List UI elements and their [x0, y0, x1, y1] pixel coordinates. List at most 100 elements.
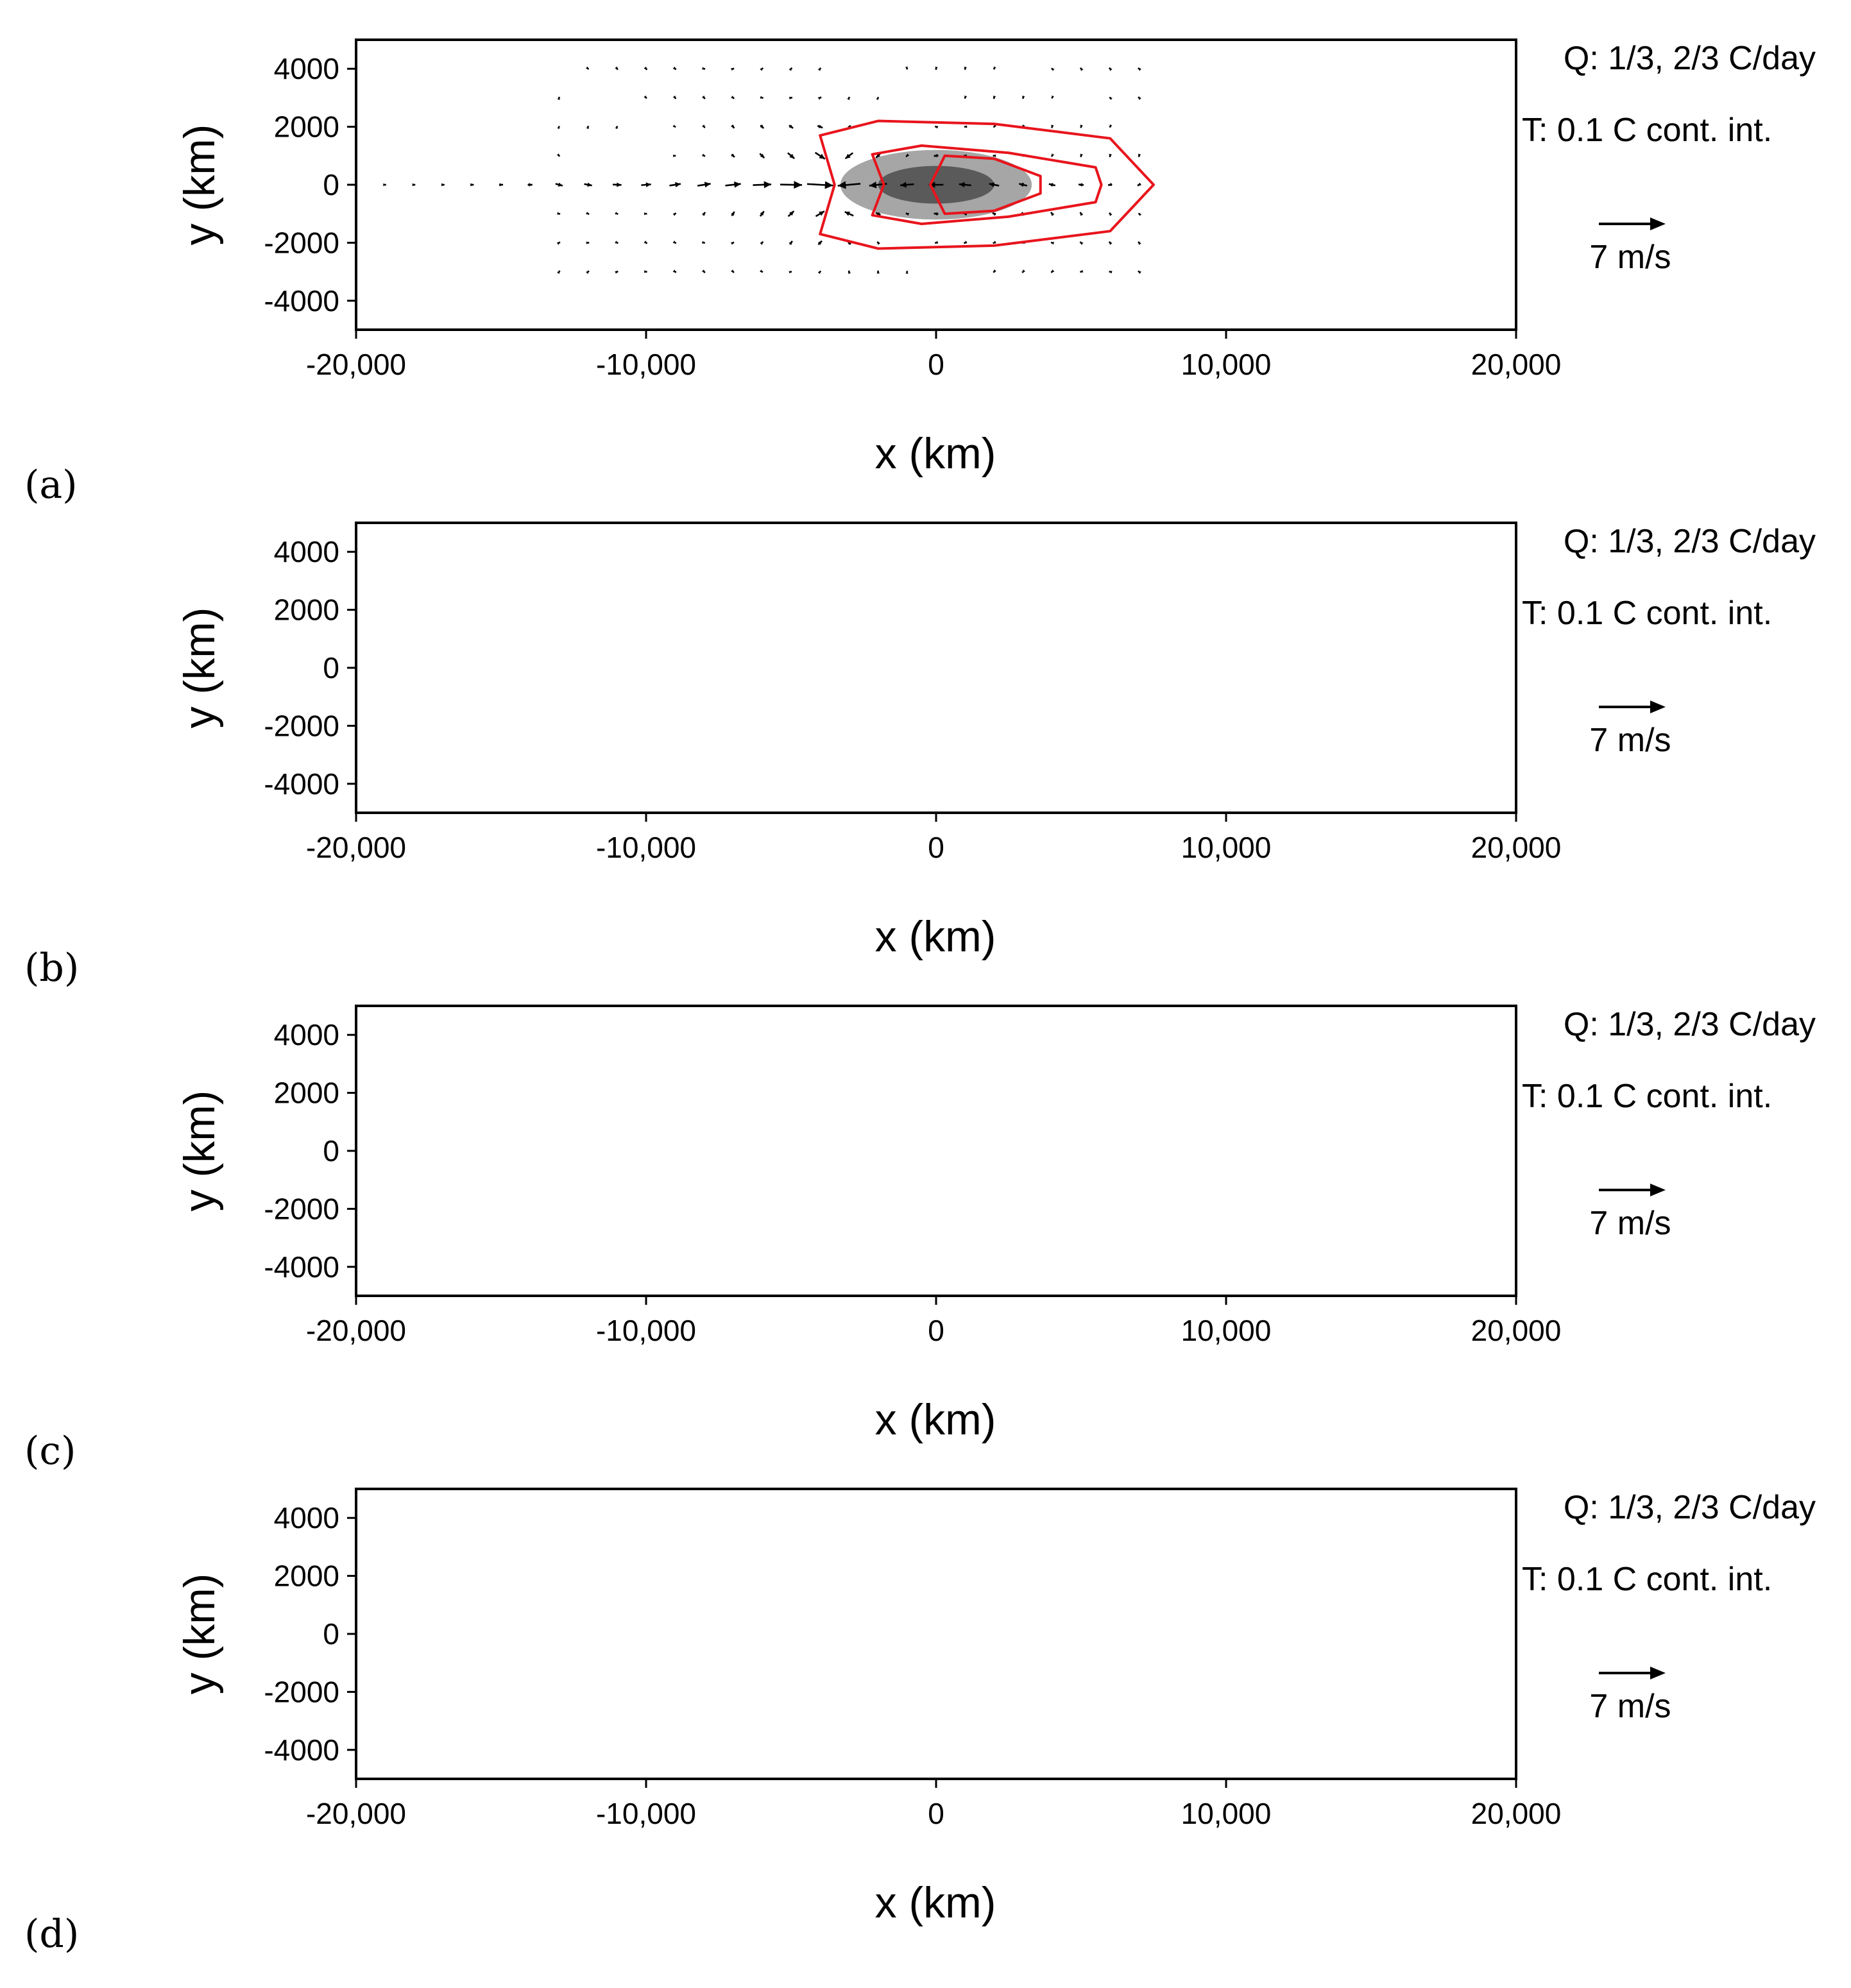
wind-vector: [753, 667, 771, 668]
wind-vector: [1428, 1092, 1429, 1094]
wind-vector: [1254, 1604, 1256, 1606]
wind-vector-head: [586, 1690, 590, 1693]
wind-vector: [1225, 1034, 1227, 1036]
wind-vector: [842, 1150, 855, 1152]
plot-content: [383, 1033, 1490, 1270]
wind-vector: [703, 1208, 705, 1209]
wind-vector: [1138, 1691, 1140, 1694]
wind-vector: [642, 667, 651, 668]
wind-vector-head: [441, 1062, 444, 1064]
wind-vector-head: [1283, 783, 1286, 786]
wind-vector-head: [1428, 1091, 1431, 1093]
wind-vector: [1016, 1177, 1030, 1183]
wind-vector: [500, 609, 502, 611]
wind-vector: [1167, 97, 1169, 99]
wind-vector: [1370, 754, 1371, 756]
wind-vector-head: [702, 1516, 705, 1518]
x-tick-label: -10,000: [596, 348, 696, 381]
wind-vector-head: [1312, 269, 1315, 273]
wind-vector: [730, 1150, 737, 1151]
wind-vector: [1369, 1121, 1372, 1123]
wind-vector: [616, 1237, 618, 1239]
wind-vector-head: [586, 1749, 588, 1752]
wind-vector-head: [1428, 754, 1431, 757]
temperature-legend: T: 0.1 C cont. int.: [1522, 595, 1772, 632]
wind-vector-head: [760, 1119, 763, 1123]
wind-vector-head: [731, 725, 734, 727]
wind-vector-head: [935, 1516, 938, 1519]
wind-vector-head: [1079, 695, 1083, 699]
wind-vector: [1255, 725, 1256, 727]
wind-vector-head: [441, 667, 445, 670]
wind-vector-head: [1194, 666, 1198, 670]
wind-vector-head: [499, 1517, 502, 1520]
wind-vector-head: [499, 1662, 502, 1665]
wind-vector: [1138, 1092, 1141, 1093]
temperature-contour: [881, 629, 1049, 707]
wind-vector-head: [701, 124, 705, 128]
wind-vector-head: [615, 754, 618, 756]
wind-vector: [1109, 1092, 1112, 1094]
wind-vector-head: [1284, 752, 1286, 756]
wind-vector-head: [499, 781, 502, 785]
wind-vector: [815, 636, 825, 642]
wind-vector: [1109, 783, 1111, 785]
wind-vector-head: [760, 211, 764, 216]
wind-vector-head: [847, 1062, 850, 1066]
wind-vector: [586, 1150, 590, 1152]
wind-vector-head: [898, 665, 905, 672]
wind-vector-head: [644, 1207, 647, 1210]
wind-vector: [875, 1662, 881, 1664]
wind-vector-head: [1196, 754, 1199, 757]
wind-vector: [442, 1091, 444, 1094]
wind-vector: [1370, 1091, 1372, 1094]
wind-vector-head: [644, 1062, 647, 1065]
wind-vector-head: [412, 1574, 415, 1577]
wind-vector-head: [1019, 182, 1025, 187]
wind-vector: [616, 783, 618, 785]
wind-vector-head: [1023, 1264, 1026, 1267]
wind-vector-head: [1370, 782, 1372, 785]
wind-vector: [1021, 1237, 1025, 1239]
wind-vector-head: [412, 1545, 415, 1548]
wind-vector-head: [847, 1518, 849, 1520]
wind-vector-head: [760, 1208, 763, 1211]
wind-vector-head: [1487, 1266, 1490, 1269]
wind-vector-head: [848, 1091, 851, 1094]
wind-vector: [617, 1121, 618, 1123]
wind-vector-head: [760, 1661, 763, 1665]
wind-vector-head: [644, 66, 647, 70]
wind-vector: [588, 1121, 589, 1122]
wind-vector: [761, 300, 763, 302]
wind-vector-head: [932, 695, 937, 699]
wind-vector-head: [1080, 1747, 1084, 1751]
wind-vector: [1370, 1661, 1372, 1664]
wind-vector: [991, 1121, 998, 1123]
wind-vector: [1109, 1603, 1111, 1606]
wind-vector-head: [1022, 1062, 1025, 1066]
wind-vector: [1195, 1179, 1198, 1180]
wind-vector: [501, 1546, 502, 1547]
wind-vector-head: [1166, 1208, 1170, 1211]
wind-vector: [761, 1266, 763, 1268]
wind-vector: [501, 783, 502, 785]
wind-vector-head: [1138, 1063, 1141, 1066]
wind-vector-head: [964, 608, 967, 611]
wind-vector: [965, 1033, 966, 1036]
wind-vector-head: [1130, 1148, 1138, 1154]
wind-vector: [1487, 1633, 1488, 1635]
wind-vector-head: [1283, 126, 1286, 128]
wind-vector: [1370, 1064, 1372, 1065]
wind-vector-head: [1312, 1719, 1315, 1722]
wind-vector: [587, 1662, 589, 1663]
wind-vector: [732, 1266, 735, 1268]
wind-vector-head: [1109, 1603, 1113, 1607]
wind-vector-head: [878, 609, 881, 612]
wind-vector-head: [1313, 550, 1315, 553]
wind-vector-head: [1052, 1574, 1054, 1577]
wind-vector-head: [935, 754, 939, 757]
wind-vector-head: [1138, 1546, 1141, 1549]
wind-vector: [1167, 579, 1170, 582]
wind-vector: [819, 783, 821, 785]
wind-vector-head: [1109, 1720, 1113, 1722]
